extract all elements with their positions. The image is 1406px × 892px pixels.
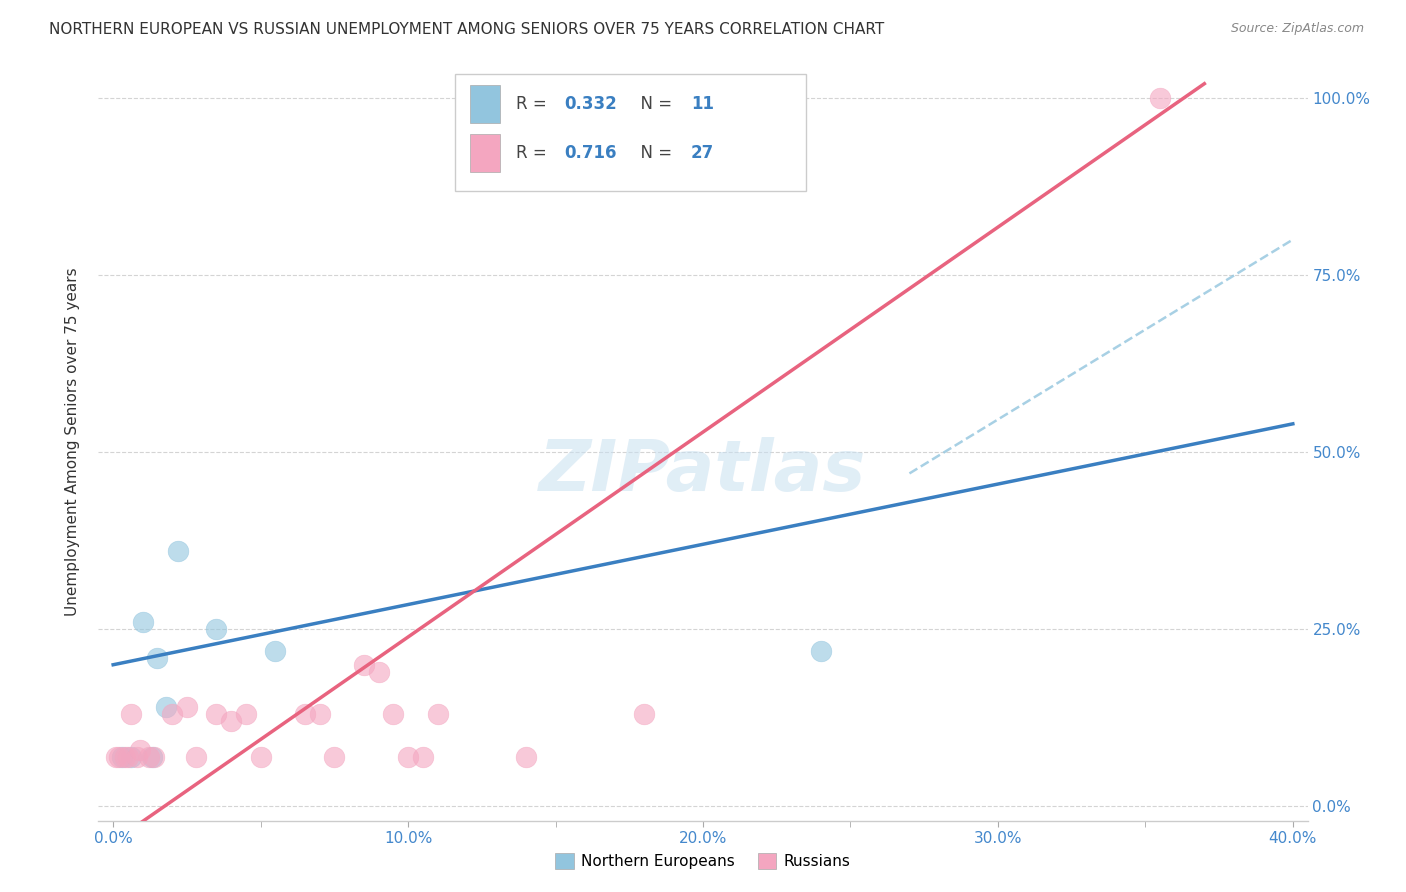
Point [412, 750, 434, 764]
Point [367, 665, 389, 679]
Point [219, 714, 242, 729]
Point [117, 750, 139, 764]
Point [155, 700, 177, 714]
Point [205, 623, 228, 637]
Point [108, 750, 131, 764]
Point [633, 707, 655, 722]
Text: Source: ZipAtlas.com: Source: ZipAtlas.com [1230, 22, 1364, 36]
Point [264, 643, 287, 657]
Point [138, 750, 160, 764]
Point [141, 750, 163, 764]
Bar [470, 135, 501, 172]
Point [160, 707, 183, 722]
Point [128, 743, 150, 757]
Point [111, 750, 134, 764]
Point [308, 707, 330, 722]
Point [382, 707, 405, 722]
Text: 11: 11 [690, 95, 714, 113]
Point [120, 750, 142, 764]
Bar [470, 85, 501, 123]
Text: 0.716: 0.716 [564, 145, 616, 162]
Point [294, 707, 316, 722]
Text: ZIPatlas: ZIPatlas [540, 437, 866, 507]
Y-axis label: Unemployment Among Seniors over 75 years: Unemployment Among Seniors over 75 years [65, 268, 80, 615]
Point [544, 112, 567, 127]
Point [810, 643, 832, 657]
Text: NORTHERN EUROPEAN VS RUSSIAN UNEMPLOYMENT AMONG SENIORS OVER 75 YEARS CORRELATIO: NORTHERN EUROPEAN VS RUSSIAN UNEMPLOYMEN… [49, 22, 884, 37]
Point [143, 750, 166, 764]
Text: N =: N = [630, 95, 678, 113]
Text: 27: 27 [690, 145, 714, 162]
Point [176, 700, 198, 714]
Point [184, 750, 207, 764]
Point [105, 750, 128, 764]
Point [167, 544, 190, 558]
Point [426, 707, 449, 722]
Point [205, 707, 228, 722]
Text: 0.332: 0.332 [564, 95, 617, 113]
Text: N =: N = [630, 145, 678, 162]
Point [146, 650, 169, 665]
Point [120, 707, 142, 722]
Point [125, 750, 148, 764]
Text: R =: R = [516, 145, 551, 162]
Point [114, 750, 136, 764]
Point [131, 615, 153, 630]
Point [249, 750, 271, 764]
Point [353, 657, 375, 672]
FancyBboxPatch shape [456, 74, 806, 191]
Legend: Northern Europeans, Russians: Northern Europeans, Russians [550, 847, 856, 875]
Point [396, 750, 419, 764]
Point [323, 750, 346, 764]
Text: R =: R = [516, 95, 551, 113]
Point [235, 707, 257, 722]
Point [1149, 91, 1171, 105]
Point [515, 750, 537, 764]
